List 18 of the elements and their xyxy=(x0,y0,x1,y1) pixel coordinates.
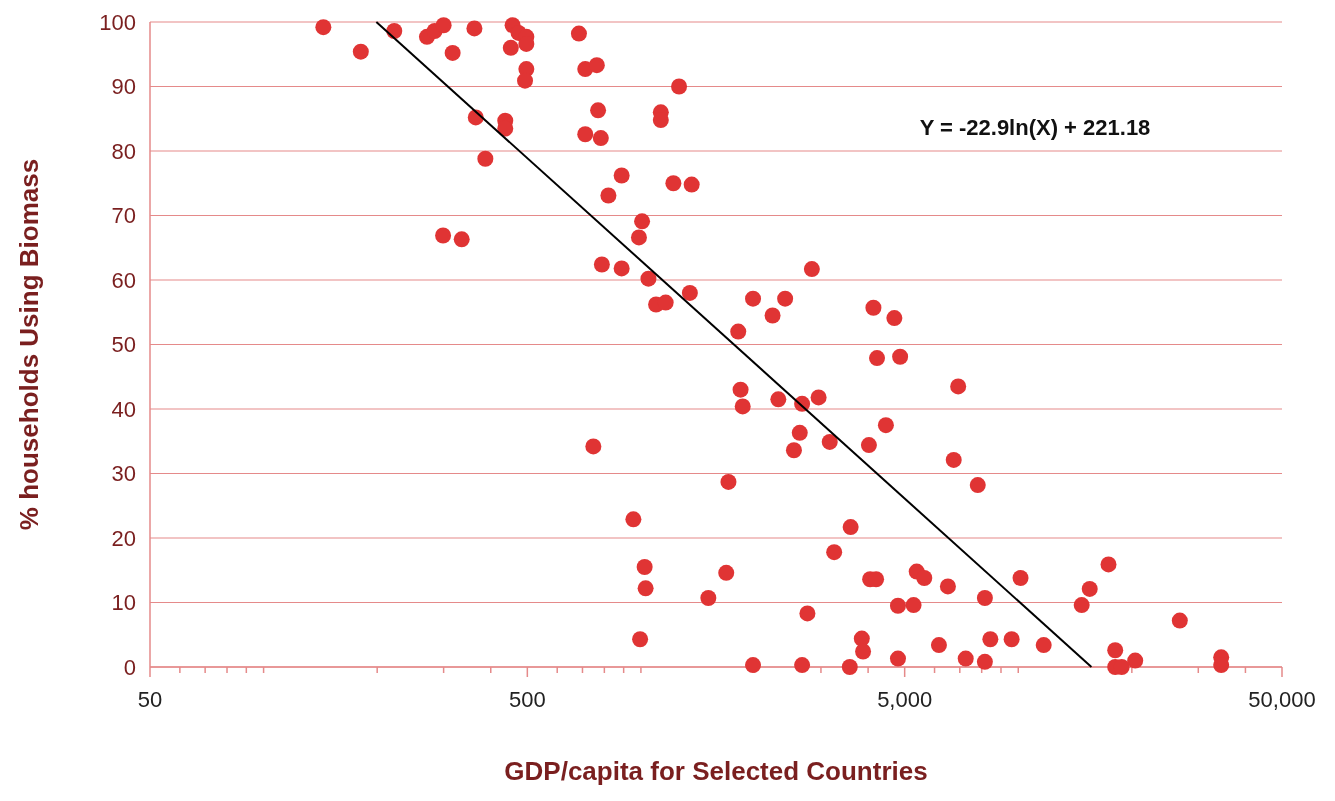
y-tick-label: 30 xyxy=(111,461,136,487)
y-tick-label: 10 xyxy=(111,590,136,616)
y-tick-label: 50 xyxy=(111,332,136,358)
x-axis-title: GDP/capita for Selected Countries xyxy=(504,756,928,786)
annotation: Y = -22.9ln(X) + 221.18 xyxy=(919,115,1151,140)
y-axis-title: % households Using Biomass xyxy=(14,158,44,531)
y-tick-label: 70 xyxy=(111,203,136,229)
y-tick-label: 90 xyxy=(111,74,136,100)
x-tick-label: 50 xyxy=(137,687,163,712)
y-tick-label: 40 xyxy=(111,396,136,422)
x-tick-label: 50,000 xyxy=(1248,687,1316,712)
x-tick-label: 5,000 xyxy=(877,687,933,712)
y-tick-label: 20 xyxy=(111,525,136,551)
y-tick-label: 60 xyxy=(111,267,136,293)
y-tick-label: 100 xyxy=(99,9,136,35)
y-tick-label: 80 xyxy=(111,138,136,164)
y-tick-label: 0 xyxy=(123,654,136,680)
x-tick-label: 500 xyxy=(508,687,546,712)
